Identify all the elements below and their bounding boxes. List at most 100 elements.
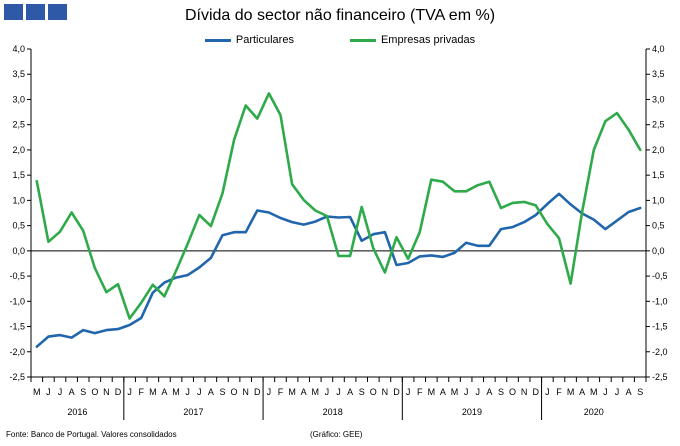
x-tick-label: M bbox=[33, 387, 41, 397]
chart-title: Dívida do sector não financeiro (TVA em … bbox=[184, 7, 496, 24]
x-tick-label: J bbox=[406, 387, 411, 397]
x-tick-label: S bbox=[498, 387, 504, 397]
y-tick-label-left: -2,0 bbox=[9, 347, 25, 357]
legend-item-empresas: Empresas privadas bbox=[349, 34, 476, 46]
x-tick-label: S bbox=[80, 387, 86, 397]
x-tick-label: F bbox=[417, 387, 423, 397]
y-tick-label-left: 2,0 bbox=[12, 145, 25, 155]
y-tick-label-right: 3,5 bbox=[652, 69, 665, 79]
x-tick-label: O bbox=[231, 387, 238, 397]
x-tick-label: J bbox=[127, 387, 132, 397]
year-label: 2017 bbox=[183, 407, 203, 417]
y-tick-label-right: 2,5 bbox=[652, 120, 665, 130]
y-tick-label-left: 4,0 bbox=[12, 44, 25, 54]
x-tick-label: J bbox=[197, 387, 202, 397]
logo-block-3 bbox=[48, 4, 67, 20]
x-tick-label: N bbox=[521, 387, 528, 397]
y-tick-label-left: 1,5 bbox=[12, 170, 25, 180]
legend-item-particulares: Particulares bbox=[204, 34, 294, 46]
x-tick-label: D bbox=[393, 387, 400, 397]
y-tick-label-left: 3,0 bbox=[12, 94, 25, 104]
x-tick-label: J bbox=[325, 387, 330, 397]
legend-label-particulares: Particulares bbox=[235, 34, 294, 46]
year-label: 2019 bbox=[462, 407, 482, 417]
legend-label-empresas: Empresas privadas bbox=[380, 34, 476, 46]
series-line-empresas-privadas bbox=[35, 92, 642, 320]
year-label: 2016 bbox=[67, 407, 87, 417]
footer-source: Fonte: Banco de Portugal. Valores consol… bbox=[6, 430, 177, 439]
x-tick-label: J bbox=[336, 387, 341, 397]
x-tick-label: M bbox=[567, 387, 575, 397]
legend-swatch-particulares bbox=[204, 38, 231, 42]
y-tick-label-right: -2,0 bbox=[652, 347, 668, 357]
x-tick-label: J bbox=[603, 387, 608, 397]
y-tick-label-right: 1,0 bbox=[652, 195, 665, 205]
y-tick-label-left: -1,0 bbox=[9, 296, 25, 306]
y-tick-label-right: -1,0 bbox=[652, 296, 668, 306]
x-tick-label: J bbox=[267, 387, 272, 397]
x-tick-label: A bbox=[208, 387, 214, 397]
x-tick-label: S bbox=[219, 387, 225, 397]
x-tick-label: J bbox=[615, 387, 620, 397]
x-tick-label: A bbox=[301, 387, 307, 397]
x-tick-label: N bbox=[242, 387, 249, 397]
x-tick-label: A bbox=[440, 387, 446, 397]
y-tick-label-right: 0,5 bbox=[652, 221, 665, 231]
series-line-particulares bbox=[35, 192, 642, 349]
y-tick-label-left: -1,5 bbox=[9, 322, 25, 332]
year-label: 2020 bbox=[584, 407, 604, 417]
y-tick-label-left: -2,5 bbox=[9, 372, 25, 382]
y-tick-label-right: 1,5 bbox=[652, 170, 665, 180]
x-tick-label: F bbox=[556, 387, 562, 397]
x-tick-label: J bbox=[58, 387, 63, 397]
x-tick-label: D bbox=[254, 387, 261, 397]
x-tick-label: A bbox=[626, 387, 632, 397]
x-tick-label: S bbox=[637, 387, 643, 397]
y-tick-label-left: 1,0 bbox=[12, 195, 25, 205]
x-tick-label: A bbox=[161, 387, 167, 397]
y-tick-label-right: 4,0 bbox=[652, 44, 665, 54]
line-chart: 4,0 4,0 3,5 3,5 3,0 3,0 2,5 2,5 2,0 2,0 1,5 1,5 1,0 1… bbox=[9, 44, 668, 420]
y-tick-label-left: 0,5 bbox=[12, 221, 25, 231]
x-tick-label: J bbox=[185, 387, 190, 397]
y-tick-label-right: -1,5 bbox=[652, 322, 668, 332]
x-tick-label: O bbox=[91, 387, 98, 397]
y-tick-label-right: 2,0 bbox=[652, 145, 665, 155]
x-tick-label: S bbox=[359, 387, 365, 397]
logo-block-2 bbox=[26, 4, 45, 20]
x-tick-label: F bbox=[278, 387, 284, 397]
x-tick-label: M bbox=[312, 387, 320, 397]
x-tick-label: J bbox=[545, 387, 550, 397]
x-tick-label: A bbox=[486, 387, 492, 397]
x-tick-label: J bbox=[46, 387, 51, 397]
x-tick-label: A bbox=[579, 387, 585, 397]
x-tick-label: F bbox=[138, 387, 144, 397]
y-tick-label-right: -2,5 bbox=[652, 372, 668, 382]
x-tick-label: D bbox=[115, 387, 122, 397]
legend-swatch-empresas bbox=[349, 38, 376, 42]
x-tick-label: J bbox=[464, 387, 469, 397]
x-tick-label: M bbox=[288, 387, 296, 397]
y-tick-label-right: -0,5 bbox=[652, 271, 668, 281]
x-tick-label: M bbox=[149, 387, 157, 397]
x-tick-label: O bbox=[509, 387, 516, 397]
logo-block-1 bbox=[4, 4, 23, 20]
y-tick-label-left: 0,0 bbox=[12, 246, 25, 256]
y-tick-label-right: 3,0 bbox=[652, 94, 665, 104]
logo bbox=[4, 4, 67, 20]
x-tick-label: J bbox=[475, 387, 480, 397]
x-tick-label: O bbox=[370, 387, 377, 397]
x-tick-label: M bbox=[451, 387, 459, 397]
y-tick-label-right: 0,0 bbox=[652, 246, 665, 256]
y-tick-label-left: -0,5 bbox=[9, 271, 25, 281]
y-tick-label-left: 3,5 bbox=[12, 69, 25, 79]
x-tick-label: M bbox=[428, 387, 436, 397]
x-tick-label: N bbox=[103, 387, 110, 397]
x-tick-label: D bbox=[533, 387, 540, 397]
year-label: 2018 bbox=[323, 407, 343, 417]
x-tick-label: N bbox=[382, 387, 389, 397]
x-tick-label: M bbox=[590, 387, 598, 397]
y-tick-label-left: 2,5 bbox=[12, 120, 25, 130]
x-tick-label: M bbox=[172, 387, 180, 397]
x-tick-label: A bbox=[69, 387, 75, 397]
